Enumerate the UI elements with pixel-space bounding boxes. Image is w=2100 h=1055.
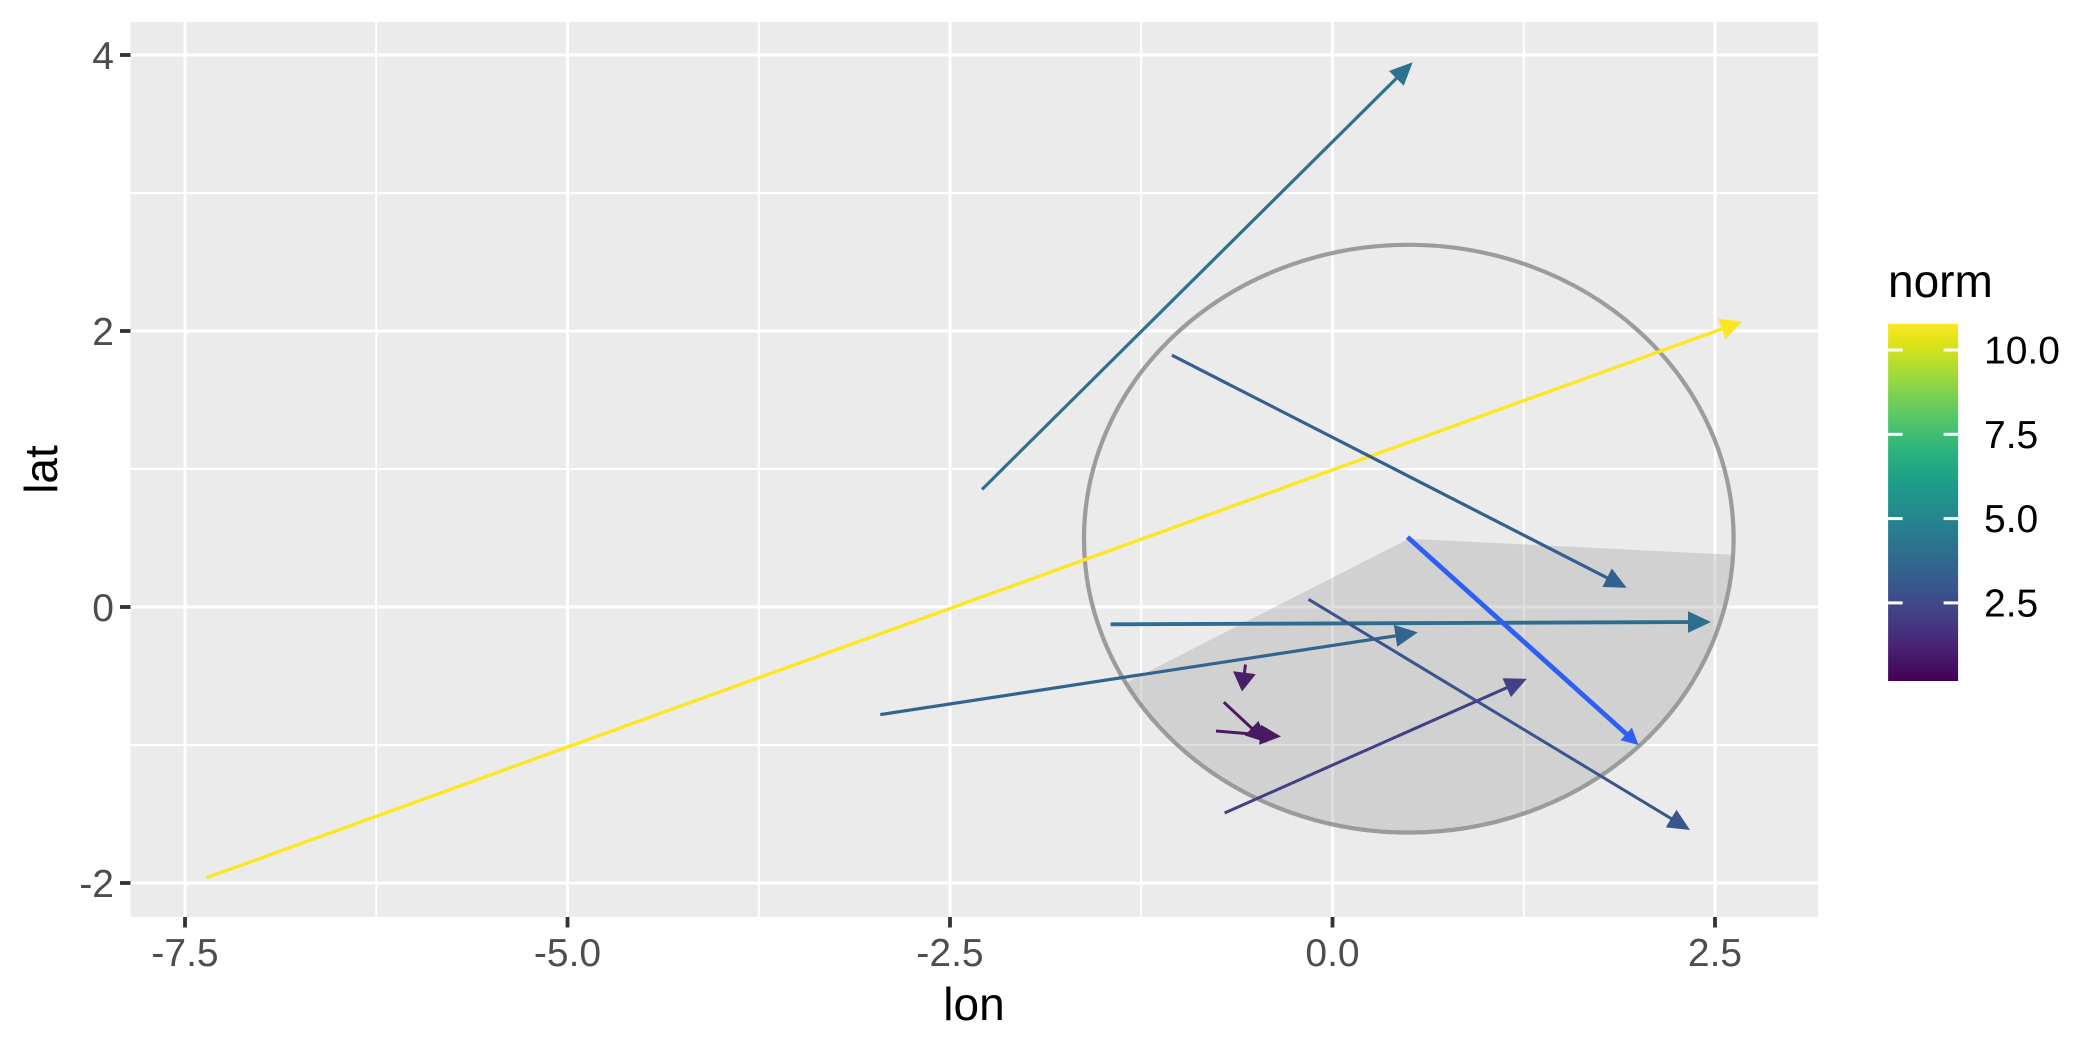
svg-text:lat: lat xyxy=(15,445,67,494)
svg-text:-2: -2 xyxy=(79,863,114,906)
svg-text:0.0: 0.0 xyxy=(1305,932,1359,975)
svg-text:10.0: 10.0 xyxy=(1984,330,2060,373)
svg-text:2: 2 xyxy=(92,311,114,354)
svg-text:5.0: 5.0 xyxy=(1984,498,2038,541)
svg-text:4: 4 xyxy=(92,35,114,78)
svg-text:7.5: 7.5 xyxy=(1984,414,2038,457)
svg-text:-2.5: -2.5 xyxy=(916,932,983,975)
svg-text:norm: norm xyxy=(1888,255,1993,307)
svg-text:2.5: 2.5 xyxy=(1984,582,2038,625)
svg-text:-7.5: -7.5 xyxy=(151,932,218,975)
svg-text:-5.0: -5.0 xyxy=(534,932,601,975)
svg-text:0: 0 xyxy=(92,587,114,630)
svg-text:lon: lon xyxy=(943,978,1004,1030)
svg-text:2.5: 2.5 xyxy=(1688,932,1742,975)
